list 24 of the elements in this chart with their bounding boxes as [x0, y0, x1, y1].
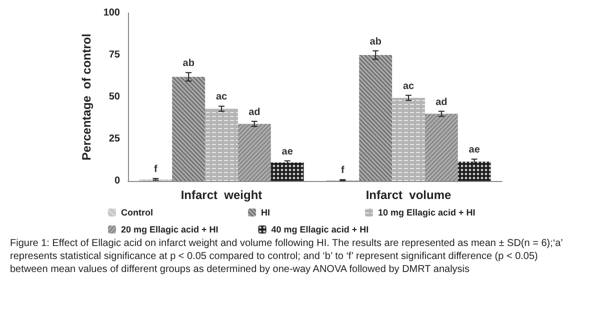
legend-label: Control: [121, 208, 153, 218]
legend-label: 10 mg Ellagic acid + HI: [378, 208, 476, 218]
data-label: ab: [370, 36, 382, 48]
x-tick-label: Infarct volume: [366, 188, 452, 202]
data-label: f: [341, 165, 346, 176]
x-tick-label: Infarct weight: [180, 188, 262, 202]
y-tick-label: 100: [103, 8, 120, 18]
data-label: ad: [248, 106, 260, 118]
legend-label: 20 mg Ellagic acid + HI: [121, 224, 218, 234]
data-label: ae: [468, 144, 480, 156]
data-label: f: [154, 164, 158, 175]
legend-label: HI: [260, 208, 270, 218]
y-axis-title: Percentage of control: [79, 34, 94, 160]
y-tick-label: 75: [108, 50, 120, 60]
caption: Figure 1: Effect of Ellagic acid on infarct weight and volume following HI. The results are represented as mean ± SD(n = 6);‘a’ represents statistical significance at p < 0.05 compared to control; and ‘b’ to ‘f’ represent significant difference (p < 0.05) between mean values of different groups as determined by one-way ANOVA followed by DMRT analysis: [10, 238, 566, 275]
data-label: ab: [182, 58, 194, 70]
y-tick-label: 25: [108, 134, 120, 144]
legend-label: 40 mg Ellagic acid + HI: [271, 224, 369, 234]
y-tick-label: 0: [114, 176, 120, 186]
data-label: ad: [436, 96, 448, 108]
data-label: ac: [402, 80, 414, 92]
data-label: ac: [216, 92, 228, 103]
y-tick-label: 50: [108, 92, 120, 102]
data-label: ae: [282, 146, 294, 158]
